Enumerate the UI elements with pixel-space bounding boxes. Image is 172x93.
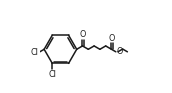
Text: O: O xyxy=(117,47,123,56)
Text: O: O xyxy=(109,34,115,43)
Text: Cl: Cl xyxy=(30,48,38,57)
Text: Cl: Cl xyxy=(48,70,56,79)
Text: O: O xyxy=(80,30,86,39)
